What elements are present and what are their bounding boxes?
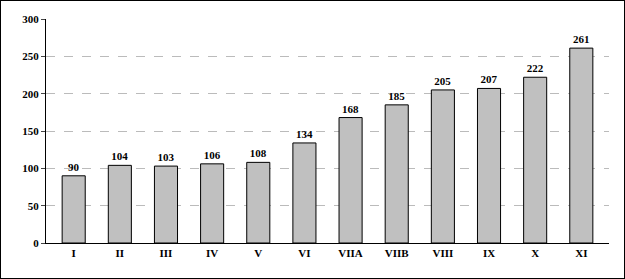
svg-text:II: II [116,247,125,259]
svg-text:207: 207 [481,73,498,85]
svg-text:50: 50 [28,200,40,212]
svg-text:VIIB: VIIB [385,247,410,259]
svg-text:261: 261 [573,33,590,45]
svg-text:168: 168 [342,103,359,115]
svg-text:IV: IV [206,247,218,259]
svg-text:100: 100 [22,162,39,174]
svg-text:VIIA: VIIA [338,247,363,259]
svg-text:222: 222 [527,62,544,74]
svg-text:205: 205 [434,75,451,87]
svg-text:106: 106 [204,149,221,161]
svg-text:300: 300 [22,13,39,25]
svg-text:VIII: VIII [432,247,453,259]
svg-text:150: 150 [22,125,39,137]
svg-text:0: 0 [33,237,39,249]
svg-text:X: X [531,247,539,259]
svg-text:185: 185 [388,90,405,102]
svg-text:VI: VI [298,247,310,259]
svg-text:XI: XI [575,247,587,259]
svg-text:250: 250 [22,50,39,62]
svg-text:108: 108 [250,147,267,159]
svg-text:104: 104 [111,150,128,162]
svg-text:134: 134 [296,128,313,140]
svg-text:IX: IX [483,247,495,259]
svg-text:103: 103 [157,151,174,163]
svg-text:III: III [160,247,173,259]
svg-text:90: 90 [68,161,80,173]
svg-text:200: 200 [22,88,39,100]
svg-text:V: V [254,247,262,259]
svg-text:I: I [72,247,76,259]
